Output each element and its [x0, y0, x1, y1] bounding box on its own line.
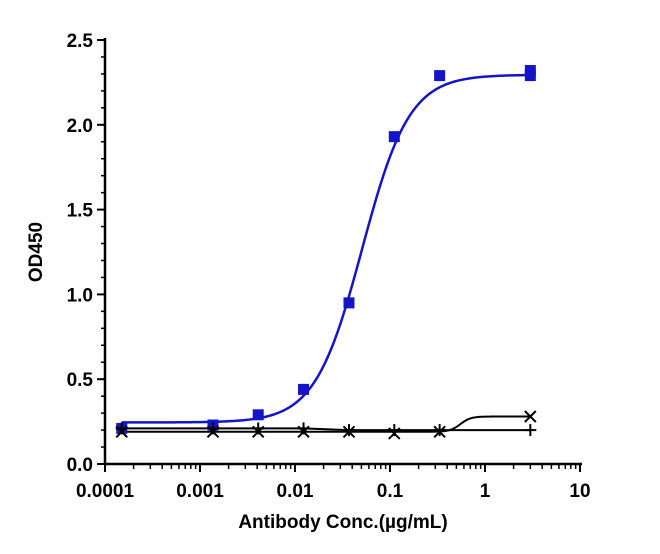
cross-marker: [388, 427, 401, 440]
cross-marker: [115, 425, 128, 438]
plus-marker: [524, 424, 537, 437]
x-tick-label: 0.1: [377, 481, 404, 502]
square-marker: [343, 297, 355, 309]
x-tick-label: 0.0001: [76, 481, 135, 502]
x-tick-label: 10: [569, 481, 590, 502]
series-2-fit-line: [121, 427, 531, 432]
x-tick-label: 0.001: [176, 481, 224, 502]
x-tick-label: 0.01: [277, 481, 314, 502]
cross-marker: [252, 425, 265, 438]
plus-marker: [342, 424, 355, 437]
series-3-fit-curve: [121, 415, 531, 433]
y-tick-label: 0.5: [67, 370, 94, 391]
x-tick-label: 1: [480, 481, 491, 502]
cross-marker: [433, 425, 446, 438]
y-tick-label: 0.0: [67, 455, 93, 476]
square-marker: [524, 70, 536, 82]
y-tick-label: 1.5: [67, 201, 94, 222]
x-axis-title: Antibody Conc.(µg/mL): [238, 512, 447, 533]
y-tick-label: 2.5: [67, 31, 94, 52]
cross-marker: [524, 410, 537, 423]
data-markers: [115, 65, 537, 440]
square-marker: [252, 409, 264, 421]
axes: 0.0 0.5 1.0 1.5 2.0 2.5 0.0001 0.001 0.01 0.1 1 10: [67, 31, 591, 502]
series-1-fit-curve: [121, 73, 531, 424]
square-marker: [298, 383, 310, 395]
cross-marker: [297, 425, 310, 438]
square-marker: [388, 131, 400, 143]
square-marker: [434, 70, 446, 82]
fit-curves: [121, 73, 531, 433]
y-tick-label: 2.0: [67, 116, 93, 137]
plus-marker: [433, 424, 446, 437]
cross-marker: [342, 425, 356, 438]
y-tick-label: 1.0: [67, 285, 93, 306]
y-axis-title: OD450: [26, 222, 47, 282]
cross-marker: [206, 425, 220, 438]
